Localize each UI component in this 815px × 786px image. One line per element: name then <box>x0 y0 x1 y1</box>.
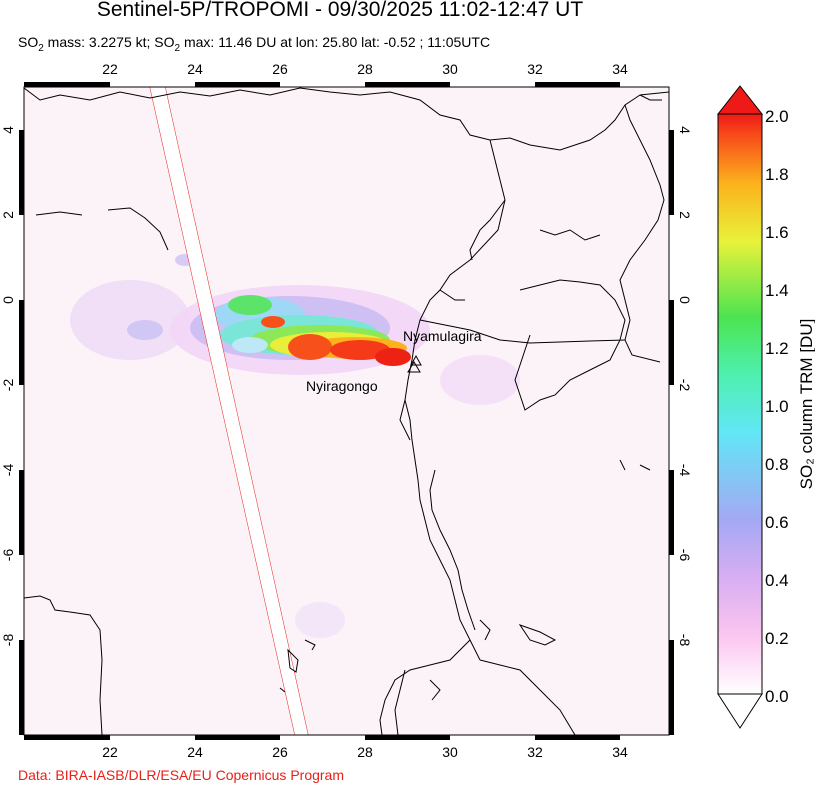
lat-tick-left: -2 <box>0 379 16 392</box>
lon-tick-bottom: 34 <box>612 744 628 760</box>
map-frame <box>23 86 670 736</box>
map-subtitle: SO2 mass: 3.2275 kt; SO2 max: 11.46 DU a… <box>18 34 491 54</box>
lon-ticks-bottom: 22 24 26 28 30 32 34 <box>102 744 628 760</box>
coastlines <box>24 87 669 735</box>
lat-tick-left: -4 <box>0 464 16 477</box>
map-title: Sentinel-5P/TROPOMI - 09/30/2025 11:02-1… <box>96 0 584 21</box>
colorbar-tick: 1.4 <box>765 281 789 300</box>
lon-tick-top: 22 <box>102 61 118 77</box>
lon-tick-bottom: 30 <box>442 744 458 760</box>
lat-tick-left: -6 <box>0 549 16 562</box>
map-background <box>24 87 669 735</box>
colorbar-tick: 1.6 <box>765 223 789 242</box>
colorbar-tick: 0.0 <box>765 687 789 706</box>
lat-tick-left: 2 <box>0 211 16 219</box>
colorbar-tick: 1.0 <box>765 397 789 416</box>
colorbar-tick: 1.8 <box>765 165 789 184</box>
lon-tick-top: 34 <box>612 61 628 77</box>
colorbar-top-arrow <box>716 85 764 115</box>
colorbar-tick: 1.2 <box>765 339 789 358</box>
frame-checker-bars <box>19 82 674 740</box>
lon-tick-bottom: 28 <box>357 744 373 760</box>
lon-tick-top: 32 <box>527 61 543 77</box>
colorbar-ramp <box>717 113 763 695</box>
colorbar-bottom-arrow <box>717 693 763 729</box>
nyamulagira-marker <box>410 354 422 366</box>
data-credit: Data: BIRA-IASB/DLR/ESA/EU Copernicus Pr… <box>18 767 345 783</box>
lon-tick-bottom: 24 <box>187 744 203 760</box>
lat-tick-right: 2 <box>677 211 693 219</box>
lon-tick-top: 28 <box>357 61 373 77</box>
colorbar-label: SO₂ column TRM [DU] <box>797 319 815 490</box>
lat-tick-right: -8 <box>677 634 693 647</box>
colorbar: 2.0 1.8 1.6 1.4 1.2 1.0 0.8 0.6 0.4 0.2 … <box>716 85 815 729</box>
lon-tick-bottom: 26 <box>272 744 288 760</box>
colorbar-tick: 0.4 <box>765 571 789 590</box>
lat-ticks-left: 4 2 0 -2 -4 -6 -8 <box>0 126 16 646</box>
lon-tick-top: 26 <box>272 61 288 77</box>
lat-tick-left: 0 <box>0 296 16 304</box>
lat-tick-right: 0 <box>677 296 693 304</box>
lon-tick-top: 30 <box>442 61 458 77</box>
lat-tick-left: -8 <box>0 634 16 647</box>
colorbar-tick: 2.0 <box>765 107 789 126</box>
volcano-label-nyiragongo: Nyiragongo <box>306 378 378 394</box>
lon-tick-bottom: 32 <box>527 744 543 760</box>
nyiragongo-marker <box>407 361 421 373</box>
so2-plume <box>170 254 430 375</box>
volcano-label-nyamulagira: Nyamulagira <box>403 328 482 344</box>
lon-ticks-top: 22 24 26 28 30 32 34 <box>102 61 628 77</box>
lon-tick-top: 24 <box>187 61 203 77</box>
colorbar-tick: 0.6 <box>765 513 789 532</box>
lat-tick-right: 4 <box>677 126 693 134</box>
colorbar-tick: 0.8 <box>765 455 789 474</box>
lon-tick-bottom: 22 <box>102 744 118 760</box>
lat-ticks-right: 4 2 0 -2 -4 -6 -8 <box>677 126 693 646</box>
lat-tick-right: -6 <box>677 549 693 562</box>
lat-tick-right: -4 <box>677 464 693 477</box>
colorbar-tick: 0.2 <box>765 629 789 648</box>
lat-tick-right: -2 <box>677 379 693 392</box>
lat-tick-left: 4 <box>0 126 16 134</box>
